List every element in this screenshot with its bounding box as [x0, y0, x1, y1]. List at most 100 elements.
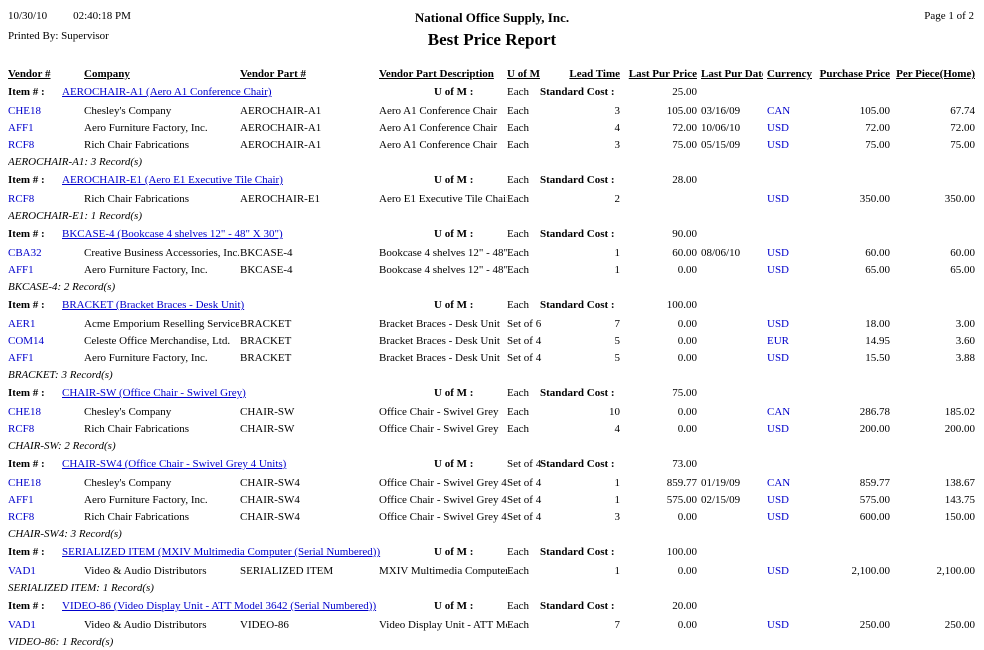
cell-vendor-number[interactable]: COM14: [8, 335, 45, 347]
cell-purchase-price: 105.00: [859, 105, 890, 117]
item-name-link[interactable]: AEROCHAIR-A1 (Aero A1 Conference Chair): [62, 86, 272, 98]
cell-unit-of-measure: Set of 4: [507, 511, 542, 523]
cell-last-pur-price: 0.00: [677, 423, 697, 435]
cell-vendor-number[interactable]: CHE18: [8, 105, 41, 117]
cell-company: Video & Audio Distributors: [84, 565, 207, 577]
item-group: Item # : BRACKET (Bracket Braces - Desk U…: [0, 297, 984, 383]
cell-company: Aero Furniture Factory, Inc.: [84, 352, 208, 364]
page-title: Best Price Report: [427, 30, 557, 49]
cell-lead-time: 4: [614, 122, 621, 134]
item-header-row: Item # : SERIALIZED ITEM (MXIV Multimedia…: [0, 544, 984, 563]
cell-per-piece-home: 185.02: [944, 406, 975, 418]
cell-vendor-part-description: Office Chair - Swivel Grey 4 Units: [379, 511, 507, 523]
column-header-per-piece-home: Per Piece(Home): [896, 68, 975, 80]
cell-lead-time: 4: [614, 423, 621, 435]
cell-purchase-price: 15.50: [865, 352, 890, 364]
record-count: CHAIR-SW: 2 Record(s): [8, 440, 116, 452]
cell-company: Rich Chair Fabrications: [84, 423, 190, 435]
cell-currency: USD: [767, 139, 790, 151]
record-count: SERIALIZED ITEM: 1 Record(s): [8, 582, 154, 594]
cell-last-pur-date: 10/06/10: [701, 122, 741, 134]
cell-vendor-part-description: Bookcase 4 shelves 12" - 48" X 30": [379, 247, 507, 259]
item-header-row: Item # : CHAIR-SW4 (Office Chair - Swivel…: [0, 456, 984, 475]
cell-unit-of-measure: Set of 4: [507, 494, 542, 506]
cell-vendor-number[interactable]: AFF1: [8, 352, 34, 364]
vendor-row: COM14 Celeste Office Merchandise, Ltd. BRA…: [0, 333, 984, 350]
cell-lead-time: 1: [614, 494, 621, 506]
item-group: Item # : CHAIR-SW (Office Chair - Swivel …: [0, 385, 984, 454]
cell-purchase-price: 600.00: [859, 511, 890, 523]
column-header-lead-time: Lead Time: [569, 68, 620, 80]
cell-vendor-part-number: CHAIR-SW: [240, 406, 295, 418]
group-record-count-row: SERIALIZED ITEM: 1 Record(s): [0, 580, 984, 596]
standard-cost-label: Standard Cost :: [540, 600, 615, 612]
uofm-label: U of M :: [434, 228, 474, 240]
cell-last-pur-price: 575.00: [666, 494, 697, 506]
cell-currency: USD: [767, 122, 790, 134]
standard-cost-value: 25.00: [672, 86, 697, 98]
cell-company: Aero Furniture Factory, Inc.: [84, 122, 208, 134]
cell-unit-of-measure: Each: [507, 139, 529, 151]
cell-unit-of-measure: Each: [507, 264, 529, 276]
cell-purchase-price: 14.95: [865, 335, 890, 347]
item-header-row: Item # : BRACKET (Bracket Braces - Desk U…: [0, 297, 984, 316]
vendor-row: AER1 Acme Emporium Reselling Services BRAC…: [0, 316, 984, 333]
standard-cost-value: 90.00: [672, 228, 697, 240]
column-header-last-pur-date: Last Pur Date: [701, 68, 763, 80]
uofm-value: Each: [507, 387, 529, 399]
cell-last-pur-price: 75.00: [672, 139, 697, 151]
cell-vendor-number[interactable]: VAD1: [8, 619, 36, 631]
cell-vendor-number[interactable]: AFF1: [8, 122, 34, 134]
cell-vendor-number[interactable]: CHE18: [8, 406, 41, 418]
item-group: Item # : AEROCHAIR-A1 (Aero A1 Conference…: [0, 84, 984, 170]
cell-per-piece-home: 60.00: [950, 247, 975, 259]
cell-vendor-number[interactable]: RCF8: [8, 511, 35, 523]
group-record-count-row: AEROCHAIR-A1: 3 Record(s): [0, 154, 984, 170]
cell-vendor-number[interactable]: RCF8: [8, 193, 35, 205]
cell-vendor-part-description: MXIV Multimedia Computer: [379, 565, 507, 577]
item-name-link[interactable]: BRACKET (Bracket Braces - Desk Unit): [62, 299, 245, 311]
cell-vendor-number[interactable]: AFF1: [8, 494, 34, 506]
item-name-link[interactable]: CHAIR-SW4 (Office Chair - Swivel Grey 4 …: [62, 458, 287, 470]
uofm-value: Set of 4: [507, 458, 542, 470]
cell-vendor-number[interactable]: VAD1: [8, 565, 36, 577]
cell-last-pur-price: 859.77: [666, 477, 697, 489]
item-name-link[interactable]: SERIALIZED ITEM (MXIV Multimedia Compute…: [62, 546, 381, 558]
item-name-link[interactable]: CHAIR-SW (Office Chair - Swivel Grey): [62, 387, 246, 399]
standard-cost-value: 28.00: [672, 174, 697, 186]
group-record-count-row: VIDEO-86: 1 Record(s): [0, 634, 984, 650]
cell-vendor-number[interactable]: RCF8: [8, 139, 35, 151]
cell-unit-of-measure: Each: [507, 423, 529, 435]
item-name-link[interactable]: AEROCHAIR-E1 (Aero E1 Executive Tile Cha…: [62, 174, 283, 186]
cell-vendor-number[interactable]: CHE18: [8, 477, 41, 489]
cell-lead-time: 7: [614, 619, 621, 631]
cell-currency: USD: [767, 565, 790, 577]
cell-purchase-price: 72.00: [865, 122, 890, 134]
cell-purchase-price: 2,100.00: [851, 565, 891, 577]
item-header-row: Item # : BKCASE-4 (Bookcase 4 shelves 12"…: [0, 226, 984, 245]
item-name-link[interactable]: BKCASE-4 (Bookcase 4 shelves 12" - 48" X…: [62, 228, 283, 240]
header-center-block: National Office Supply, Inc. Best Price …: [0, 8, 984, 50]
uofm-value: Each: [507, 546, 529, 558]
cell-vendor-number[interactable]: CBA32: [8, 247, 42, 259]
group-record-count-row: AEROCHAIR-E1: 1 Record(s): [0, 208, 984, 224]
record-count: BKCASE-4: 2 Record(s): [8, 281, 116, 293]
cell-per-piece-home: 3.88: [955, 352, 975, 364]
column-header-row: Vendor # Company Vendor Part # Vendor Part …: [0, 66, 984, 84]
cell-last-pur-price: 0.00: [677, 619, 697, 631]
cell-vendor-number[interactable]: AER1: [8, 318, 36, 330]
cell-unit-of-measure: Each: [507, 619, 529, 631]
record-count: VIDEO-86: 1 Record(s): [8, 636, 114, 648]
item-name-link[interactable]: VIDEO-86 (Video Display Unit - ATT Model…: [62, 600, 377, 612]
cell-vendor-part-number: BKCASE-4: [240, 247, 293, 259]
cell-vendor-number[interactable]: AFF1: [8, 264, 34, 276]
cell-unit-of-measure: Set of 4: [507, 352, 542, 364]
item-number-label: Item # :: [8, 86, 45, 98]
record-count: AEROCHAIR-A1: 3 Record(s): [8, 156, 142, 168]
cell-vendor-number[interactable]: RCF8: [8, 423, 35, 435]
item-group: Item # : AEROCHAIR-E1 (Aero E1 Executive …: [0, 172, 984, 224]
cell-per-piece-home: 3.00: [955, 318, 975, 330]
cell-unit-of-measure: Each: [507, 406, 529, 418]
cell-unit-of-measure: Each: [507, 193, 529, 205]
